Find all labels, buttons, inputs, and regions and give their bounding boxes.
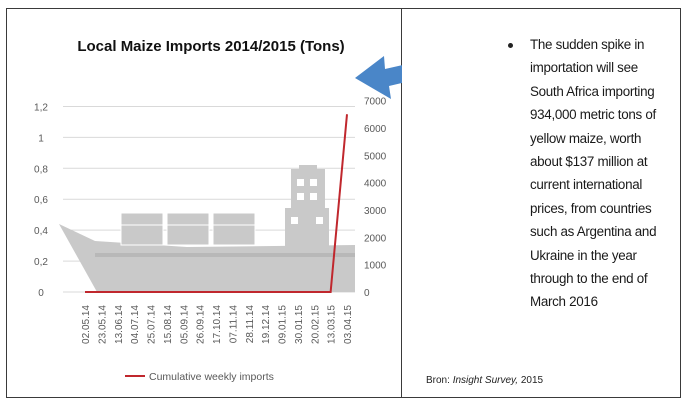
container-2 <box>166 212 210 246</box>
bullet-line: such as Argentina and <box>530 224 657 240</box>
source-name: Insight Survey, <box>452 375 519 386</box>
chart-title: Local Maize Imports 2014/2015 (Tons) <box>77 38 344 55</box>
x-tick-label: 04.07.14 <box>130 305 141 344</box>
x-tick-label: 07.11.14 <box>228 305 239 344</box>
legend: Cumulative weekly imports <box>125 371 274 383</box>
bullet-line: 934,000 metric tons of <box>530 107 656 123</box>
x-tick-label: 23.05.14 <box>97 305 108 344</box>
x-tick-label: 15.08.14 <box>163 305 174 344</box>
cargo-ship-icon <box>59 165 355 292</box>
right-tick-label: 0 <box>364 288 370 299</box>
source-year: 2015 <box>518 375 544 386</box>
bullet-line: current international <box>530 177 643 193</box>
left-tick-label: 0 <box>38 288 44 299</box>
bullet-line: about $137 million at <box>530 154 648 170</box>
left-tick-label: 0,6 <box>34 195 48 206</box>
x-tick-label: 30.01.15 <box>294 305 305 344</box>
x-tick-label: 09.01.15 <box>278 305 289 344</box>
ship-hull <box>59 224 355 292</box>
bullet-line: importation will see <box>530 60 638 76</box>
x-tick-label: 17.10.14 <box>212 305 223 344</box>
x-tick-label: 28.11.14 <box>245 305 256 344</box>
chart-frame: Local Maize Imports 2014/2015 (Tons) 0 0,… <box>6 8 402 398</box>
right-tick-label: 5000 <box>364 151 387 162</box>
right-tick-label: 2000 <box>364 233 387 244</box>
bullet-line: March 2016 <box>530 294 598 310</box>
left-tick-label: 0,8 <box>34 164 48 175</box>
legend-label: Cumulative weekly imports <box>149 371 274 383</box>
annotation-panel: The sudden spike in importation will see S… <box>402 8 681 398</box>
right-tick-label: 3000 <box>364 206 387 217</box>
chart-svg: Local Maize Imports 2014/2015 (Tons) 0 0,… <box>34 38 387 383</box>
container-1 <box>120 212 164 246</box>
x-tick-label: 02.05.14 <box>81 305 92 344</box>
right-axis-ticks: 0 1000 2000 3000 4000 5000 6000 7000 <box>364 97 387 299</box>
left-tick-label: 0,4 <box>34 226 48 237</box>
right-tick-label: 6000 <box>364 124 387 135</box>
source-citation: Bron: Insight Survey, 2015 <box>426 375 543 386</box>
bullet-line: prices, from countries <box>530 200 652 216</box>
right-tick-label: 1000 <box>364 261 387 272</box>
left-tick-label: 1 <box>38 133 44 144</box>
x-tick-label: 13.03.15 <box>327 305 338 344</box>
ship-tower <box>291 169 325 209</box>
source-prefix: Bron: <box>426 375 453 386</box>
right-tick-label: 7000 <box>364 97 387 108</box>
bullet-line: Ukraine in the year <box>530 247 637 263</box>
left-tick-label: 0,2 <box>34 257 48 268</box>
bullet-line: through to the end of <box>530 271 648 287</box>
ship-deck-line <box>95 253 355 257</box>
x-tick-label: 05.09.14 <box>179 305 190 344</box>
x-tick-label: 20.02.15 <box>310 305 321 344</box>
x-tick-label: 03.04.15 <box>343 305 354 344</box>
x-tick-label: 13.06.14 <box>114 305 125 344</box>
series-layer <box>85 114 348 293</box>
bullet-text: The sudden spike in importation will see S… <box>530 33 676 314</box>
x-axis-ticks: 02.05.14 23.05.14 13.06.14 04.07.14 25.07.14… <box>81 305 354 344</box>
bullet-line: The sudden spike in <box>530 37 645 52</box>
x-tick-label: 25.07.14 <box>147 305 158 344</box>
bullet-line: yellow maize, worth <box>530 130 642 146</box>
ship-bridge <box>285 208 329 246</box>
left-tick-label: 1,2 <box>34 102 48 113</box>
container-3 <box>212 212 256 246</box>
right-tick-label: 4000 <box>364 179 387 190</box>
series-line <box>85 114 348 293</box>
x-tick-label: 26.09.14 <box>196 305 207 344</box>
bullet-line: South Africa importing <box>530 83 655 99</box>
left-axis-ticks: 0 0,2 0,4 0,6 0,8 1 1,2 <box>34 102 48 299</box>
bullet-icon <box>508 43 513 48</box>
x-tick-label: 19.12.14 <box>261 305 272 344</box>
